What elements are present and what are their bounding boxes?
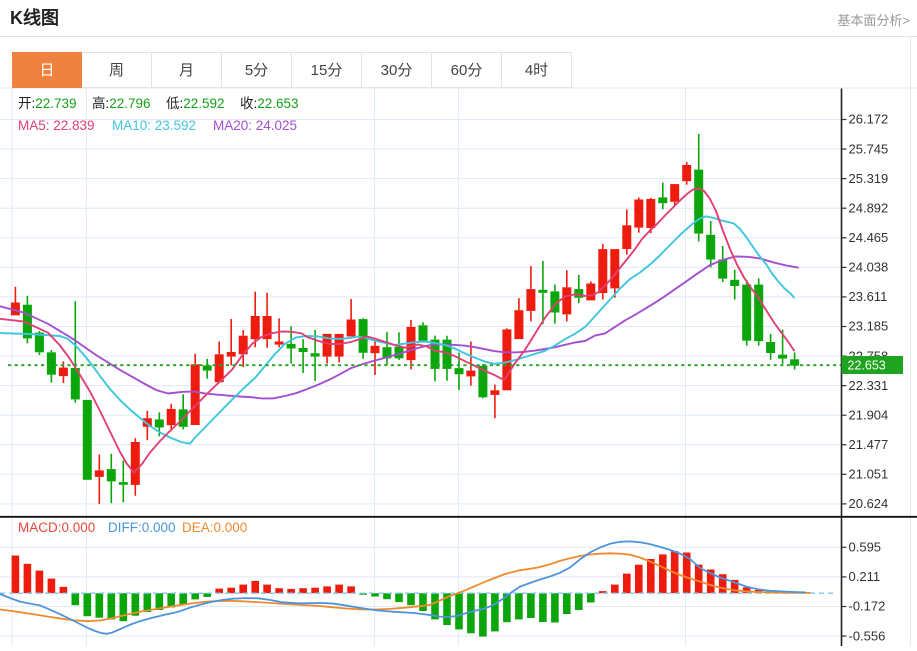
svg-text:21.477: 21.477 [849, 437, 889, 452]
svg-text:0.211: 0.211 [849, 569, 881, 584]
svg-text:MA10: 23.592: MA10: 23.592 [112, 118, 196, 133]
svg-text:26.172: 26.172 [849, 112, 889, 127]
svg-text:24.038: 24.038 [849, 260, 889, 275]
svg-text:23.611: 23.611 [849, 289, 888, 304]
svg-text:24.465: 24.465 [849, 230, 889, 245]
svg-text:22.331: 22.331 [849, 378, 889, 393]
svg-text:24.892: 24.892 [849, 200, 889, 215]
svg-text:DEA:0.000: DEA:0.000 [182, 520, 247, 535]
svg-text:25.319: 25.319 [849, 171, 889, 186]
svg-text:25.745: 25.745 [849, 141, 889, 156]
svg-text:MA5: 22.839: MA5: 22.839 [18, 118, 95, 133]
svg-text:21.904: 21.904 [849, 407, 889, 422]
svg-text:收:22.653: 收:22.653 [240, 96, 299, 111]
svg-text:DIFF:0.000: DIFF:0.000 [108, 520, 176, 535]
svg-text:-0.556: -0.556 [849, 628, 886, 643]
svg-text:20.624: 20.624 [849, 496, 889, 511]
svg-text:23.185: 23.185 [849, 319, 889, 334]
svg-text:开:22.739: 开:22.739 [18, 96, 77, 111]
svg-text:低:22.592: 低:22.592 [166, 96, 225, 111]
svg-text:MACD:0.000: MACD:0.000 [18, 520, 95, 535]
svg-text:高:22.796: 高:22.796 [92, 95, 151, 111]
svg-text:0.595: 0.595 [849, 540, 882, 555]
svg-text:-0.172: -0.172 [849, 599, 886, 614]
svg-text:22.653: 22.653 [848, 359, 886, 373]
svg-text:21.051: 21.051 [849, 467, 889, 482]
svg-text:MA20: 24.025: MA20: 24.025 [213, 118, 297, 133]
